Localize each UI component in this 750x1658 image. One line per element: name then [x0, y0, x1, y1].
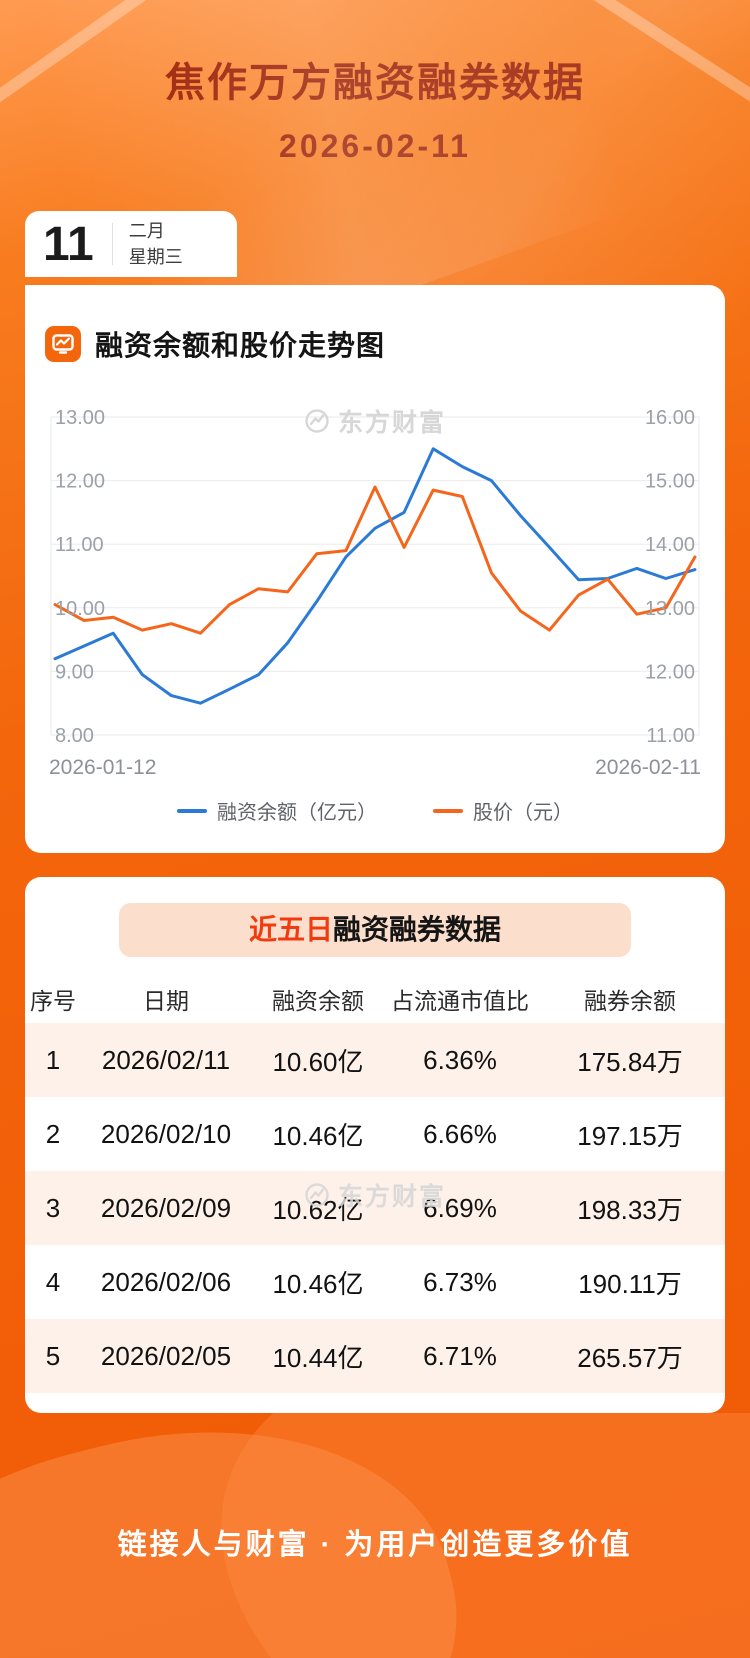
watermark-text: 东方财富	[337, 409, 447, 437]
cell-short-balance: 197.15万	[577, 1120, 683, 1151]
col-header-index: 序号	[30, 988, 76, 1014]
chart-section-title: 融资余额和股价走势图	[95, 330, 386, 361]
legend-marker-orange	[433, 808, 463, 813]
svg-text:12.00: 12.00	[645, 661, 695, 683]
cell-short-balance: 265.57万	[577, 1342, 683, 1373]
x-axis-end-label: 2026-02-11	[595, 756, 701, 779]
table-title-badge: 近五日融资融券数据	[119, 903, 631, 957]
badge-highlight: 近五日	[248, 914, 333, 945]
cell-index: 5	[45, 1340, 61, 1371]
cell-index: 2	[45, 1118, 61, 1149]
svg-text:14.00: 14.00	[645, 534, 695, 556]
svg-text:13.00: 13.00	[55, 407, 105, 429]
col-header-ratio: 占流通市值比	[391, 988, 529, 1014]
chart-legend: 融资余额（亿元） 股价（元）	[45, 796, 705, 825]
table-row: 3 2026/02/09 10.62亿 6.69% 198.33万	[25, 1171, 725, 1245]
margin-data-table: 序号 日期 融资余额 占流通市值比 融券余额 1 2026/02/11 10.6…	[25, 975, 725, 1393]
svg-text:9.00: 9.00	[55, 661, 94, 683]
page-title: 焦作万方融资融券数据	[165, 61, 585, 105]
date-card: 11 二月 星期三	[25, 211, 237, 277]
svg-text:13.00: 13.00	[645, 598, 695, 620]
watermark: 东方财富	[304, 1177, 446, 1213]
table-row: 5 2026/02/05 10.44亿 6.71% 265.57万	[25, 1319, 725, 1393]
table-header-row: 序号 日期 融资余额 占流通市值比 融券余额	[25, 975, 725, 1023]
cell-date: 2026/02/11	[101, 1044, 231, 1075]
date-weekday: 星期三	[128, 247, 183, 267]
table-row: 1 2026/02/11 10.60亿 6.36% 175.84万	[25, 1023, 725, 1097]
cell-balance: 10.44亿	[272, 1342, 364, 1373]
col-header-short-balance: 融券余额	[584, 988, 676, 1014]
chart-panel: 融资余额和股价走势图 东方财富 13.00 16.00 12.00 15.00 11.0…	[25, 285, 725, 853]
header: 焦作万方融资融券数据 2026-02-11	[0, 0, 750, 165]
date-divider	[111, 223, 113, 265]
cell-index: 4	[45, 1266, 61, 1297]
cell-ratio: 6.71%	[423, 1340, 497, 1371]
date-day: 11	[43, 217, 94, 271]
footer-slogan: 链接人与财富 · 为用户创造更多价值	[117, 1529, 633, 1561]
cell-date: 2026/02/05	[100, 1340, 232, 1371]
cell-ratio: 6.69%	[423, 1192, 497, 1223]
svg-text:10.00: 10.00	[55, 598, 105, 620]
table-row: 2 2026/02/10 10.46亿 6.66% 197.15万	[25, 1097, 725, 1171]
svg-text:11.00: 11.00	[55, 534, 104, 556]
legend-marker-blue	[177, 808, 207, 813]
svg-text:11.00: 11.00	[646, 725, 695, 747]
badge-rest: 融资融券数据	[333, 914, 502, 945]
cell-index: 1	[45, 1044, 61, 1075]
cell-balance: 10.60亿	[272, 1046, 364, 1077]
svg-text:15.00: 15.00	[645, 471, 695, 493]
chart-monitor-icon	[45, 326, 81, 362]
col-header-balance: 融资余额	[272, 988, 364, 1014]
svg-text:12.00: 12.00	[55, 471, 105, 493]
cell-short-balance: 175.84万	[577, 1046, 683, 1077]
cell-balance: 10.62亿	[272, 1194, 364, 1225]
chart-section-header: 融资余额和股价走势图	[45, 325, 705, 363]
cell-ratio: 6.66%	[423, 1118, 497, 1149]
x-axis-start-label: 2026-01-12	[49, 756, 157, 779]
cell-balance: 10.46亿	[272, 1268, 364, 1299]
table-row: 4 2026/02/06 10.46亿 6.73% 190.11万	[25, 1245, 725, 1319]
svg-text:16.00: 16.00	[645, 407, 695, 429]
eastmoney-logo-icon	[305, 1183, 329, 1207]
cell-balance: 10.46亿	[272, 1120, 364, 1151]
trend-chart: 13.00 16.00 12.00 15.00 11.00 14.00 10.00 13.00…	[50, 407, 700, 747]
x-axis-labels: 2026-01-12 2026-02-11	[45, 756, 705, 780]
cell-index: 3	[45, 1192, 61, 1223]
cell-short-balance: 198.33万	[577, 1194, 683, 1225]
footer: 链接人与财富 · 为用户创造更多价值	[0, 1413, 750, 1658]
cell-ratio: 6.73%	[423, 1266, 497, 1297]
legend-item-stock-price: 股价（元）	[433, 796, 573, 825]
legend-item-margin-balance: 融资余额（亿元）	[177, 796, 377, 825]
cell-date: 2026/02/10	[100, 1118, 232, 1149]
watermark-text: 东方财富	[337, 1183, 447, 1211]
eastmoney-logo-icon	[305, 409, 329, 433]
table-panel: 近五日融资融券数据 序号 日期 融资余额 占流通市值比 融券余额 1 2026/…	[25, 877, 725, 1413]
page-subtitle: 2026-02-11	[279, 128, 471, 164]
date-month: 二月	[128, 220, 165, 241]
watermark: 东方财富	[304, 403, 446, 439]
legend-label: 融资余额（亿元）	[217, 802, 377, 824]
cell-short-balance: 190.11万	[578, 1268, 682, 1299]
col-header-date: 日期	[143, 988, 189, 1014]
cell-date: 2026/02/09	[100, 1192, 232, 1223]
legend-label: 股价（元）	[473, 802, 573, 824]
cell-date: 2026/02/06	[100, 1266, 232, 1297]
svg-text:8.00: 8.00	[55, 725, 94, 747]
cell-ratio: 6.36%	[423, 1044, 497, 1075]
